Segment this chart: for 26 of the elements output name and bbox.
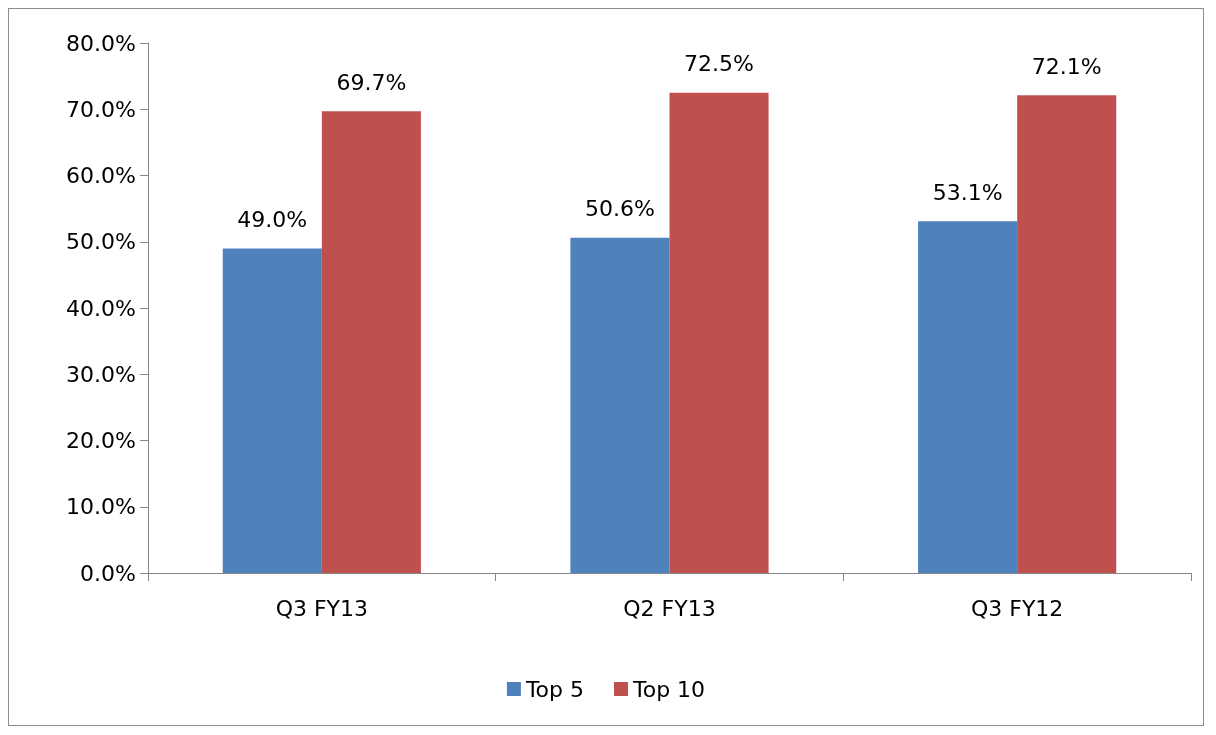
y-tick-label: 30.0% bbox=[66, 361, 136, 387]
y-tick-label: 0.0% bbox=[80, 560, 136, 586]
y-tick-label: 20.0% bbox=[66, 428, 136, 453]
data-label: 50.6% bbox=[585, 196, 655, 222]
x-tick-label: Q2 FY13 bbox=[623, 595, 716, 621]
bar bbox=[669, 92, 769, 573]
y-tick-label: 60.0% bbox=[66, 163, 136, 188]
legend-label: Top 5 bbox=[524, 676, 585, 702]
bar bbox=[222, 248, 322, 573]
y-tick-label: 70.0% bbox=[66, 96, 136, 122]
y-tick-label: 50.0% bbox=[66, 229, 136, 255]
y-tick-label: 80.0% bbox=[66, 30, 136, 56]
bar bbox=[321, 111, 421, 573]
legend-label: Top 10 bbox=[632, 676, 706, 702]
y-tick-label: 40.0% bbox=[66, 295, 136, 321]
bar bbox=[570, 237, 670, 573]
y-tick-label: 10.0% bbox=[66, 494, 136, 520]
bar bbox=[1017, 95, 1117, 573]
data-label: 72.1% bbox=[1031, 53, 1102, 79]
data-label: 49.0% bbox=[237, 206, 308, 232]
data-label: 72.5% bbox=[684, 51, 754, 77]
data-label: 69.7% bbox=[336, 69, 407, 95]
data-label: 53.1% bbox=[932, 179, 1003, 205]
bar bbox=[918, 221, 1018, 573]
x-tick-label: Q3 FY12 bbox=[970, 595, 1064, 621]
x-tick-label: Q3 FY13 bbox=[275, 595, 369, 621]
